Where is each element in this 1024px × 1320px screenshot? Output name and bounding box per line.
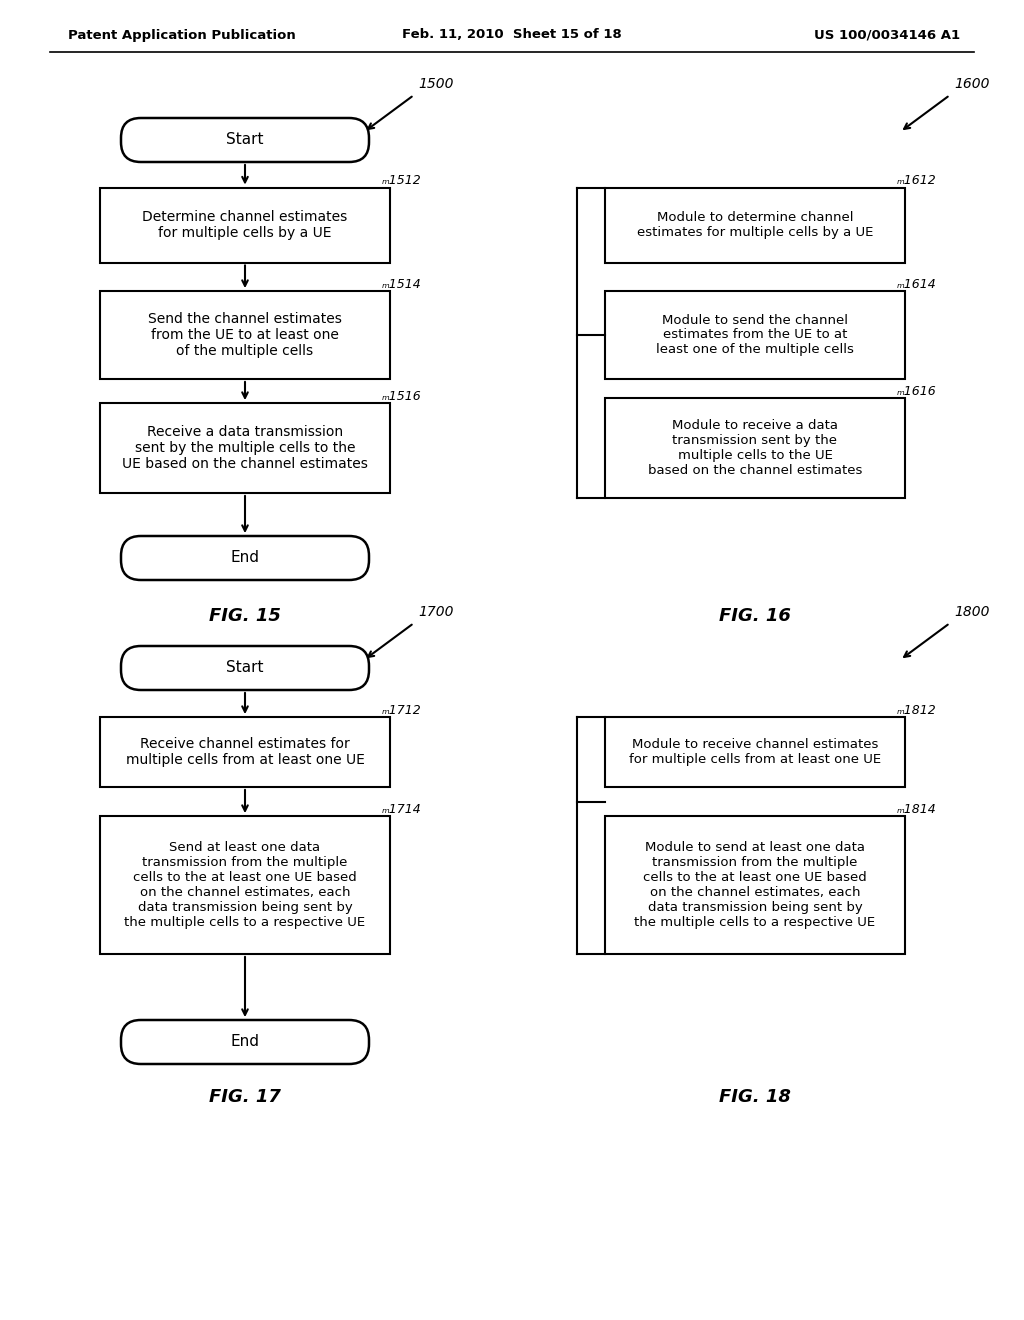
Bar bbox=[100, 816, 390, 954]
Bar bbox=[605, 290, 905, 379]
Text: Module to receive a data
transmission sent by the
multiple cells to the UE
based: Module to receive a data transmission se… bbox=[648, 418, 862, 477]
Text: ₘ1812: ₘ1812 bbox=[897, 704, 937, 717]
Bar bbox=[100, 187, 390, 263]
Bar bbox=[605, 187, 905, 263]
Text: Module to send the channel
estimates from the UE to at
least one of the multiple: Module to send the channel estimates fro… bbox=[656, 314, 854, 356]
Text: Receive channel estimates for
multiple cells from at least one UE: Receive channel estimates for multiple c… bbox=[126, 737, 365, 767]
Bar bbox=[100, 717, 390, 787]
Text: FIG. 17: FIG. 17 bbox=[209, 1088, 281, 1106]
Text: 1800: 1800 bbox=[954, 605, 989, 619]
FancyBboxPatch shape bbox=[121, 117, 369, 162]
Text: Module to determine channel
estimates for multiple cells by a UE: Module to determine channel estimates fo… bbox=[637, 211, 873, 239]
Text: End: End bbox=[230, 1035, 259, 1049]
Bar bbox=[100, 403, 390, 492]
Text: Send at least one data
transmission from the multiple
cells to the at least one : Send at least one data transmission from… bbox=[125, 841, 366, 929]
Text: ₘ1612: ₘ1612 bbox=[897, 174, 937, 187]
Text: Start: Start bbox=[226, 660, 264, 676]
Text: ₘ1714: ₘ1714 bbox=[382, 803, 422, 816]
Text: Send the channel estimates
from the UE to at least one
of the multiple cells: Send the channel estimates from the UE t… bbox=[148, 312, 342, 358]
Text: Receive a data transmission
sent by the multiple cells to the
UE based on the ch: Receive a data transmission sent by the … bbox=[122, 425, 368, 471]
FancyBboxPatch shape bbox=[121, 536, 369, 579]
Text: FIG. 16: FIG. 16 bbox=[719, 607, 791, 624]
Text: Patent Application Publication: Patent Application Publication bbox=[68, 29, 296, 41]
Text: ₘ1712: ₘ1712 bbox=[382, 704, 422, 717]
Text: Determine channel estimates
for multiple cells by a UE: Determine channel estimates for multiple… bbox=[142, 210, 347, 240]
Text: ₘ1512: ₘ1512 bbox=[382, 174, 422, 187]
Text: 1700: 1700 bbox=[418, 605, 454, 619]
Text: Start: Start bbox=[226, 132, 264, 148]
Text: FIG. 18: FIG. 18 bbox=[719, 1088, 791, 1106]
FancyBboxPatch shape bbox=[121, 645, 369, 690]
Bar bbox=[605, 717, 905, 787]
FancyBboxPatch shape bbox=[121, 1020, 369, 1064]
Text: ₘ1514: ₘ1514 bbox=[382, 279, 422, 290]
Text: 1600: 1600 bbox=[954, 77, 989, 91]
Text: US 100/0034146 A1: US 100/0034146 A1 bbox=[814, 29, 961, 41]
Text: ₘ1814: ₘ1814 bbox=[897, 803, 937, 816]
Text: ₘ1614: ₘ1614 bbox=[897, 279, 937, 290]
Text: Feb. 11, 2010  Sheet 15 of 18: Feb. 11, 2010 Sheet 15 of 18 bbox=[402, 29, 622, 41]
Text: ₘ1516: ₘ1516 bbox=[382, 389, 422, 403]
Text: Module to send at least one data
transmission from the multiple
cells to the at : Module to send at least one data transmi… bbox=[635, 841, 876, 929]
Bar bbox=[100, 290, 390, 379]
Bar bbox=[605, 816, 905, 954]
Bar bbox=[605, 399, 905, 498]
Text: ₘ1616: ₘ1616 bbox=[897, 385, 937, 399]
Text: 1500: 1500 bbox=[418, 77, 454, 91]
Text: FIG. 15: FIG. 15 bbox=[209, 607, 281, 624]
Text: Module to receive channel estimates
for multiple cells from at least one UE: Module to receive channel estimates for … bbox=[629, 738, 881, 766]
Text: End: End bbox=[230, 550, 259, 565]
